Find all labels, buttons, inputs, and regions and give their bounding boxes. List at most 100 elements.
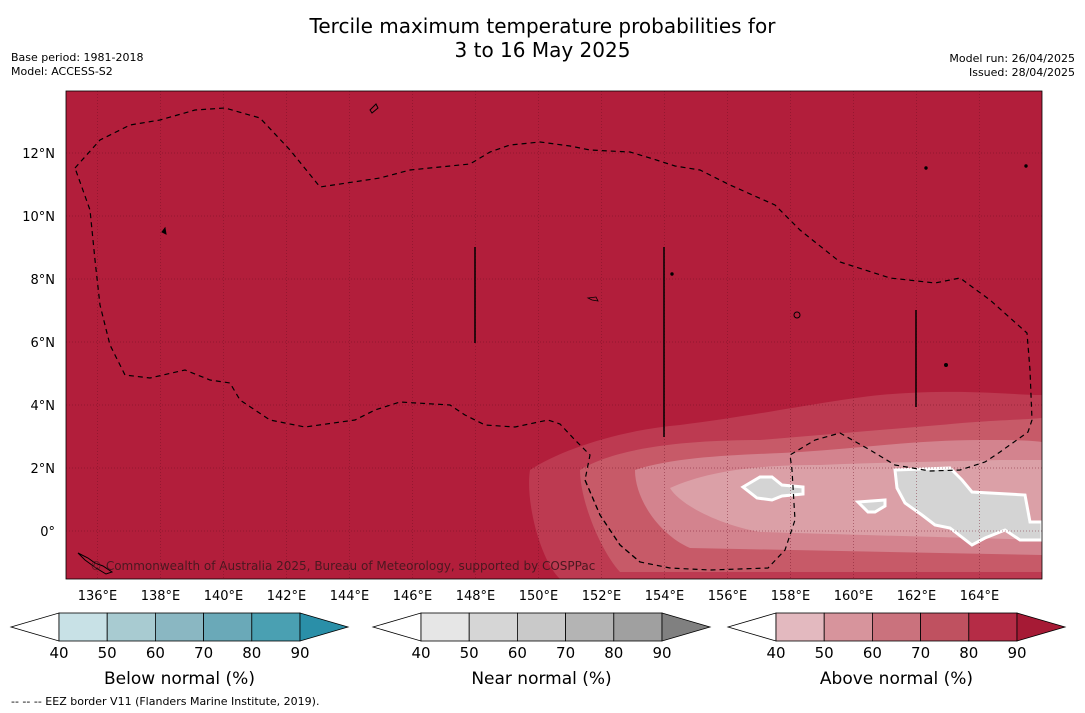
longitude-label: 160°E [834,589,874,604]
colorbar: 40 50 60 70 80 90 Near normal (%) [371,612,712,689]
latitude-label: 8°N [31,273,56,288]
longitude-label: 156°E [708,589,748,604]
colorbar-tick: 40 [766,644,785,662]
longitude-label: 144°E [330,589,370,604]
latitude-label: 0° [40,525,55,540]
island-dot-2 [1024,164,1028,168]
colorbar-tick: 40 [49,644,68,662]
colorbar-segment [872,612,922,642]
longitude-label: 150°E [519,589,559,604]
island-yap [161,226,167,235]
copyright-text: © Commonwealth of Australia 2025, Bureau… [90,559,595,573]
colorbar-extend-low [726,612,777,642]
colorbar-tick: 90 [1007,644,1026,662]
eez-palau [74,107,1033,571]
colorbar-tick: 80 [959,644,978,662]
colorbar-tick: 80 [242,644,261,662]
colorbars: 40 50 60 70 80 90 Below normal (%) 40 50 60 70 80 90… [9,612,1067,689]
island-kosrae [793,311,801,319]
colorbar-tick: 60 [146,644,165,662]
latitude-label: 4°N [31,399,56,414]
colorbar-tick: 60 [863,644,882,662]
footnote: -- -- -- EEZ border V11 (Flanders Marine… [11,695,320,708]
latitude-label: 12°N [22,147,55,162]
colorbar-segment [613,612,663,642]
colorbar-segment [58,612,108,642]
colorbar-tick: 50 [460,644,479,662]
colorbar-segment [920,612,970,642]
colorbar-tick: 90 [652,644,671,662]
title-line-2: 3 to 16 May 2025 [454,38,631,62]
colorbar-segment [251,612,301,642]
longitude-label: 142°E [267,589,307,604]
colorbar: 40 50 60 70 80 90 Below normal (%) [9,612,350,689]
map-frame [65,90,1043,580]
title-line-1: Tercile maximum temperature probabilitie… [309,14,776,38]
island-dot-1 [944,363,948,367]
colorbar-tick: 50 [815,644,834,662]
longitude-label: 158°E [771,589,811,604]
colorbar-segment [565,612,615,642]
colorbar-segment [106,612,156,642]
island-north-png [77,552,114,575]
longitude-label: 138°E [141,589,181,604]
colorbar-label: Above normal (%) [820,669,973,689]
colorbar-segment [968,612,1018,642]
colorbar-segment [775,612,825,642]
base-period: Base period: 1981-2018 [11,51,144,64]
colorbar-segment [517,612,567,642]
latitude-label: 2°N [31,462,56,477]
colorbar-extend-high [1016,612,1067,642]
near-normal-patch-3 [893,466,1044,547]
colorbar-segment [468,612,518,642]
colorbar-tick: 50 [98,644,117,662]
island-chuuk [586,296,599,302]
longitude-labels: 136°E 138°E 140°E 142°E 144°E 146°E 148°E 150°E… [78,589,1000,604]
colorbar: 40 50 60 70 80 90 Above normal (%) [726,612,1067,689]
colorbar-tick: 40 [411,644,430,662]
issued-date: Issued: 28/04/2025 [968,66,1075,79]
island-dot-4 [670,272,674,276]
latitude-label: 10°N [22,210,55,225]
eez-fsm-west [584,479,641,563]
longitude-label: 136°E [78,589,118,604]
eez-borders [74,107,1033,571]
colorbar-tick: 80 [604,644,623,662]
longitude-label: 164°E [960,589,1000,604]
longitude-label: 152°E [582,589,622,604]
map-title: Tercile maximum temperature probabilitie… [0,14,1085,62]
colorbar-extend-high [299,612,350,642]
near-normal-patch-2 [854,498,887,514]
colorbar-tick: 60 [508,644,527,662]
meta-left: Base period: 1981-2018 Model: ACCESS-S2 [11,51,143,79]
model-name: Model: ACCESS-S2 [11,65,113,78]
colorbar-segment [420,612,470,642]
colorbar-extend-low [371,612,422,642]
islands [77,103,1028,575]
colorbar-segment [154,612,204,642]
near-normal-patch-1 [740,475,805,502]
meta-right: Model run: 26/04/2025 Issued: 28/04/2025 [949,52,1075,80]
colorbar-label: Below normal (%) [104,669,255,689]
probability-contours [529,391,1044,579]
longitude-label: 146°E [393,589,433,604]
longitude-label: 140°E [204,589,244,604]
colorbar-segment [203,612,253,642]
latitude-labels: 12°N 10°N 8°N 6°N 4°N 2°N 0° [22,147,55,540]
colorbar-tick: 70 [556,644,575,662]
latitude-label: 6°N [31,336,56,351]
longitude-label: 148°E [456,589,496,604]
colorbar-extend-high [661,612,712,642]
island-dot-3 [924,166,928,170]
colorbar-segment [823,612,873,642]
longitude-label: 162°E [897,589,937,604]
colorbar-tick: 70 [911,644,930,662]
model-run: Model run: 26/04/2025 [949,52,1075,65]
longitude-label: 154°E [645,589,685,604]
colorbar-extend-low [9,612,60,642]
colorbar-tick: 90 [290,644,309,662]
colorbar-label: Near normal (%) [471,669,611,689]
colorbar-tick: 70 [194,644,213,662]
island-guam [369,103,379,114]
